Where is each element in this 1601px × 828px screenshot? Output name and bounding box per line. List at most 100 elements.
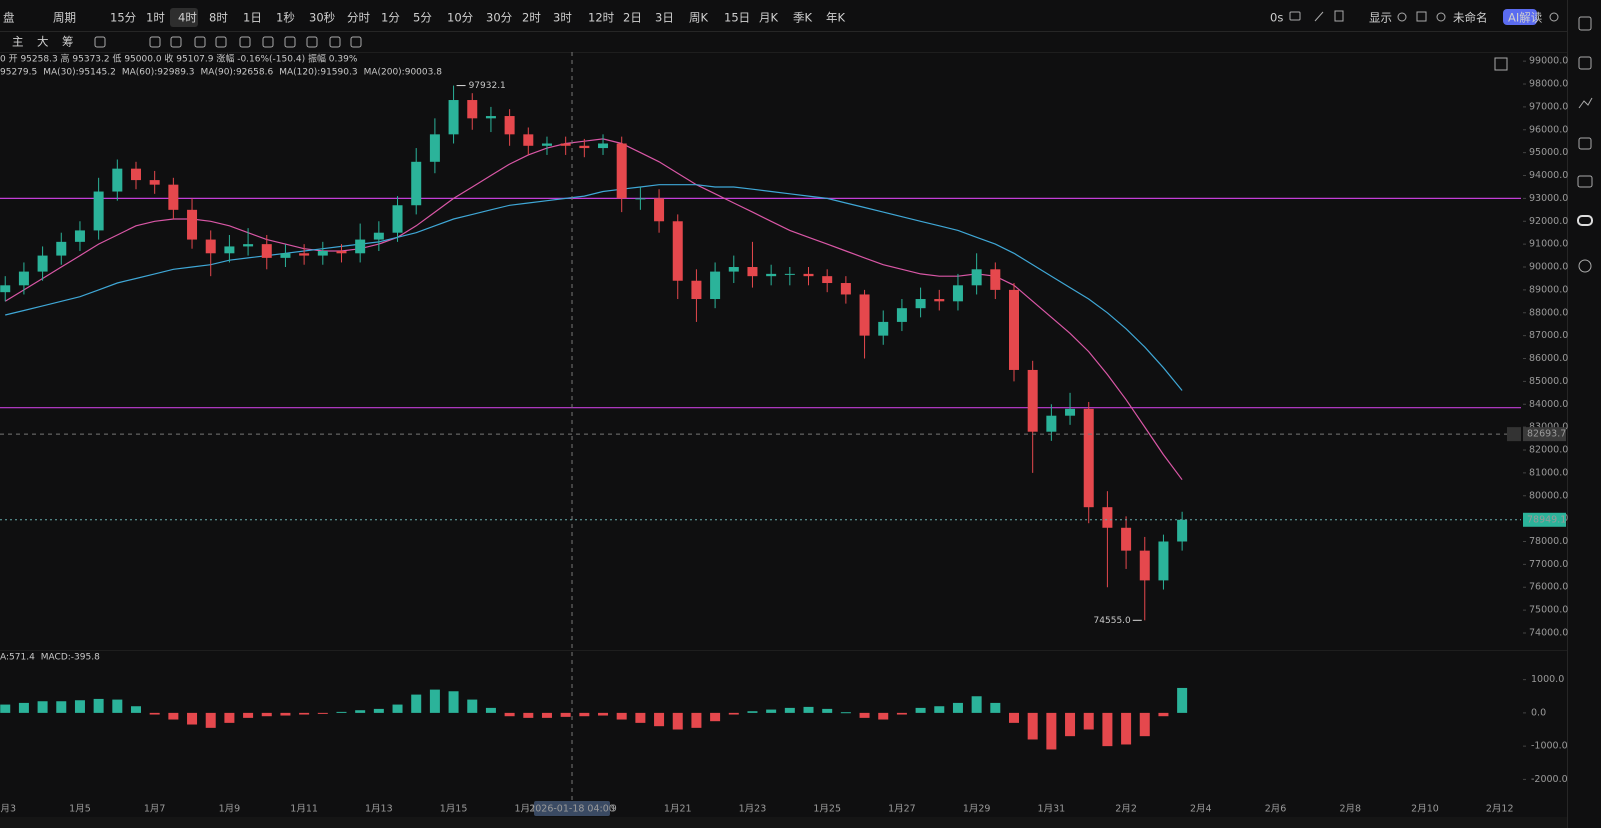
drawing-tool[interactable] [284, 36, 296, 48]
period-button[interactable]: 15日 [724, 11, 750, 25]
fullscreen-icon[interactable] [1416, 11, 1427, 22]
period-button[interactable]: 4时 [178, 11, 197, 25]
sidebar-icon[interactable] [1578, 56, 1592, 70]
period-button[interactable]: 年K [826, 11, 845, 25]
period-button[interactable]: 8时 [209, 11, 228, 25]
toolbar-right[interactable]: 未命名 [1453, 11, 1488, 25]
sidebar-icon[interactable] [1578, 259, 1592, 273]
drawing-tool[interactable] [215, 36, 227, 48]
indicator-toggle[interactable]: 大 [37, 35, 49, 49]
macd-bar [411, 694, 422, 713]
macd-bar [467, 699, 478, 713]
candle-body [803, 273, 814, 277]
camera-icon[interactable] [1289, 11, 1301, 21]
share-icon[interactable] [1549, 12, 1559, 22]
candle-body [373, 232, 384, 240]
indicator-toggle[interactable]: 主 [12, 35, 24, 49]
period-button[interactable]: 5分 [413, 11, 432, 25]
y-tick-label: 91000.0 [1529, 239, 1568, 250]
drawing-tool[interactable] [149, 36, 161, 48]
period-button[interactable]: 1分 [381, 11, 400, 25]
period-button[interactable]: 分时 [347, 11, 370, 25]
candle-body [37, 255, 48, 272]
sidebar-icon[interactable] [1577, 175, 1593, 188]
macd-y-tick-label: 0.0 [1531, 707, 1546, 718]
sidebar-icon[interactable] [1578, 97, 1593, 109]
candle-body [896, 308, 907, 322]
candle-body [579, 145, 590, 149]
period-button[interactable]: 月K [759, 11, 778, 25]
drawing-tool[interactable] [329, 36, 341, 48]
macd-bar [579, 712, 590, 717]
macd-bar [728, 712, 739, 715]
indicator-toggle[interactable]: 筹 [62, 35, 74, 49]
candle-body [672, 221, 683, 281]
drawing-tool[interactable] [239, 36, 251, 48]
period-button[interactable]: 3时 [553, 11, 572, 25]
toolbar-right[interactable]: 0s [1270, 11, 1283, 25]
drawing-tool[interactable] [262, 36, 274, 48]
period-button[interactable]: 季K [793, 11, 812, 25]
candle-body [878, 321, 889, 336]
x-tick-label: 1月13 [365, 804, 393, 815]
macd-bar [934, 706, 945, 713]
copy-icon[interactable] [1334, 10, 1344, 22]
period-button[interactable]: 30秒 [309, 11, 335, 25]
sidebar-icon[interactable] [1577, 215, 1593, 226]
period-menu[interactable]: 周期 [53, 11, 76, 25]
candle-body [411, 161, 422, 206]
candle-body [1027, 369, 1038, 432]
ai-button[interactable] [1503, 9, 1537, 25]
x-tick-label: 2月6 [1265, 804, 1287, 815]
macd-bar [784, 707, 795, 713]
candle-body [691, 280, 702, 300]
x-tick-label: 2月12 [1486, 804, 1514, 815]
toolbar-right[interactable]: AI解读 [1508, 11, 1543, 25]
y-tick-label: 95000.0 [1529, 147, 1568, 158]
sidebar-icon[interactable] [1578, 137, 1592, 150]
candle-body [243, 244, 254, 247]
cloud-icon[interactable] [1436, 12, 1446, 22]
macd-bar [149, 712, 160, 715]
ohlc-info: 0 开 95258.3 高 95373.2 低 95000.0 收 95107.… [0, 53, 358, 65]
period-button[interactable]: 1时 [146, 11, 165, 25]
macd-bar [990, 702, 1001, 713]
period-button[interactable]: 15分 [110, 11, 137, 25]
drawing-tool[interactable] [194, 36, 206, 48]
min-label: 74555.0 [1094, 616, 1131, 626]
macd-bar [598, 712, 609, 716]
candle-body [1046, 415, 1057, 432]
candle-body [1139, 550, 1150, 581]
settings-icon[interactable] [1397, 12, 1407, 22]
period-button[interactable]: 12时 [588, 11, 615, 25]
macd-bar [429, 689, 440, 713]
period-button[interactable]: 1日 [243, 11, 262, 25]
period-button[interactable]: 2日 [623, 11, 642, 25]
sidebar-icon[interactable] [1578, 16, 1592, 31]
y-tick-label: 88000.0 [1529, 307, 1568, 318]
pen-icon[interactable] [1314, 11, 1324, 22]
period-button[interactable]: 3日 [655, 11, 674, 25]
expand-icon[interactable] [1494, 57, 1508, 71]
period-button[interactable]: 周K [689, 11, 708, 25]
x-tick-label: 1月21 [664, 804, 692, 815]
y-tick-label: 84000.0 [1529, 399, 1568, 410]
drawing-tool[interactable] [170, 36, 182, 48]
candle-body [990, 269, 1001, 290]
macd-bar [37, 701, 48, 713]
period-button[interactable]: 10分 [447, 11, 474, 25]
drawing-tool[interactable] [350, 36, 362, 48]
crosshair-plus[interactable] [1507, 427, 1521, 442]
x-tick-label: 1月3 [0, 804, 16, 815]
period-button[interactable]: 2时 [522, 11, 541, 25]
candle-body [187, 209, 198, 240]
macd-y-tick-label: -1000.0 [1531, 741, 1568, 752]
ma-legend: MA(90):92658.6 [201, 68, 274, 78]
drawing-tool[interactable] [306, 36, 318, 48]
drawing-tool[interactable] [94, 36, 106, 48]
x-tick-label: 1月11 [290, 804, 318, 815]
period-button[interactable]: 30分 [486, 11, 513, 25]
period-button[interactable]: 1秒 [276, 11, 295, 25]
toolbar-right[interactable]: 显示 [1369, 11, 1392, 25]
